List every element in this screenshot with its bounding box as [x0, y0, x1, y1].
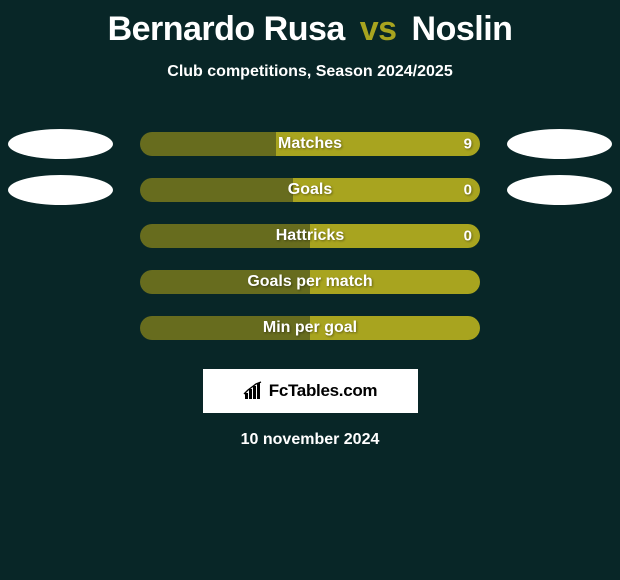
- stat-bar-right: [310, 224, 480, 248]
- player1-marker: [8, 129, 113, 159]
- page-title: Bernardo Rusa vs Noslin: [0, 0, 620, 49]
- stat-row: Goals0: [0, 167, 620, 213]
- vs-separator: vs: [360, 10, 397, 48]
- stat-value-right: 0: [464, 182, 472, 199]
- stat-row: Min per goal: [0, 305, 620, 351]
- player1-marker: [8, 175, 113, 205]
- stat-row: Matches9: [0, 121, 620, 167]
- stat-row: Goals per match: [0, 259, 620, 305]
- stat-bar: Min per goal: [140, 316, 480, 340]
- brand-text: FcTables.com: [269, 381, 378, 401]
- subtitle: Club competitions, Season 2024/2025: [0, 63, 620, 81]
- stat-bar: Matches9: [140, 132, 480, 156]
- stat-value-right: 9: [464, 136, 472, 153]
- stat-bar-right: [310, 270, 480, 294]
- player1-name: Bernardo Rusa: [108, 10, 345, 48]
- stat-bar-left: [140, 270, 310, 294]
- stat-bar-left: [140, 224, 310, 248]
- stat-bar-left: [140, 316, 310, 340]
- stat-bar-left: [140, 178, 293, 202]
- bar-chart-icon: [243, 381, 265, 401]
- brand-badge: FcTables.com: [203, 369, 418, 413]
- stat-value-right: 0: [464, 228, 472, 245]
- stat-bar-right: [293, 178, 480, 202]
- stat-bar: Hattricks0: [140, 224, 480, 248]
- comparison-rows: Matches9 Goals0 Hattricks0 Goals per match M…: [0, 121, 620, 351]
- stat-bar-left: [140, 132, 276, 156]
- player2-name: Noslin: [412, 10, 513, 48]
- stat-row: Hattricks0: [0, 213, 620, 259]
- stat-bar-right: [276, 132, 480, 156]
- player2-marker: [507, 175, 612, 205]
- stat-bar: Goals per match: [140, 270, 480, 294]
- stat-bar: Goals0: [140, 178, 480, 202]
- date-label: 10 november 2024: [0, 431, 620, 449]
- player2-marker: [507, 129, 612, 159]
- stat-bar-right: [310, 316, 480, 340]
